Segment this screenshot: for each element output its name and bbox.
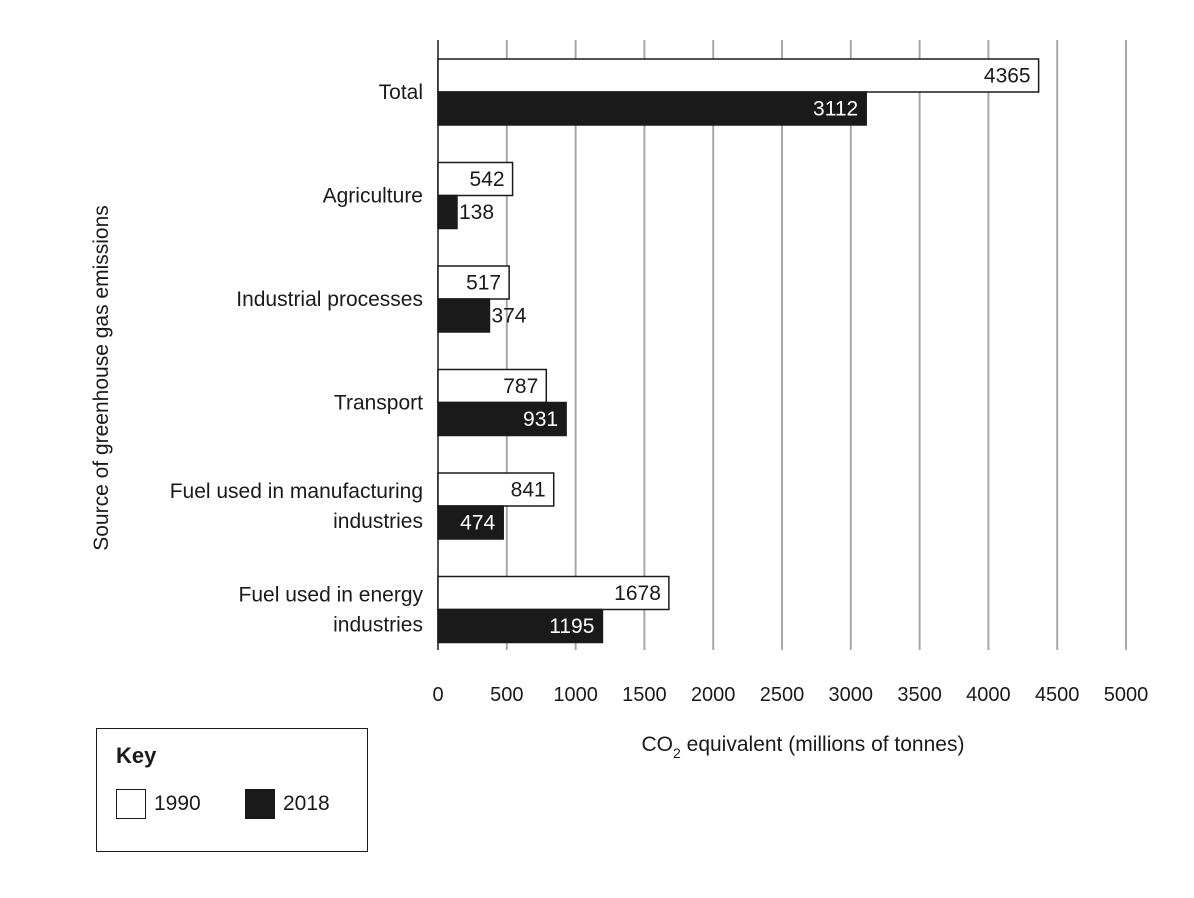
category-label-5-0: Fuel used in energy <box>239 584 424 607</box>
value-label-2018-4: 474 <box>460 512 495 535</box>
bar-2018-3 <box>437 401 567 437</box>
value-label-1990-4: 841 <box>511 479 546 502</box>
bar-2018-4 <box>437 505 504 540</box>
legend-title: Key <box>116 743 157 768</box>
legend-swatch-1990 <box>116 789 146 819</box>
x-tick-label-5000: 5000 <box>1104 684 1149 706</box>
category-label-4-0: Fuel used in manufacturing <box>170 480 423 503</box>
value-label-2018-2: 374 <box>491 305 526 328</box>
bar-2018-2 <box>437 298 491 333</box>
x-tick-label-1000: 1000 <box>553 684 598 706</box>
value-label-2018-3: 931 <box>523 408 558 431</box>
value-label-1990-0: 4365 <box>984 65 1031 88</box>
category-label-5-1: industries <box>333 614 423 637</box>
category-label-4-1: industries <box>333 510 423 533</box>
bar-1990-4 <box>437 472 555 507</box>
x-tick-label-1500: 1500 <box>622 684 667 706</box>
category-label-1-0: Agriculture <box>323 185 423 208</box>
value-label-2018-5: 1195 <box>549 615 594 638</box>
legend-swatch-2018 <box>245 789 275 819</box>
value-label-1990-5: 1678 <box>614 582 661 605</box>
bar-2018-1 <box>437 194 458 230</box>
x-tick-label-2500: 2500 <box>760 684 805 706</box>
bar-2018-0 <box>437 91 867 126</box>
category-label-2-0: Industrial processes <box>236 288 423 311</box>
category-labels: Total Agriculture Industrial processes Tran… <box>170 81 424 637</box>
category-label-3-0: Transport <box>334 392 423 415</box>
x-axis-title: CO2 equivalent (millions of tonnes) <box>642 733 965 761</box>
x-tick-label-4500: 4500 <box>1035 684 1080 706</box>
x-tick-label-3000: 3000 <box>829 684 874 706</box>
x-tick-label-0: 0 <box>432 684 443 706</box>
category-label-0-0: Total <box>379 81 423 104</box>
legend: Key 1990 2018 <box>96 728 368 852</box>
bar-2018-5 <box>437 608 604 644</box>
legend-item-2018: 2018 <box>245 789 330 819</box>
value-label-1990-1: 542 <box>470 168 505 191</box>
value-label-1990-3: 787 <box>503 375 538 398</box>
x-tick-labels: 0 500 1000 1500 2000 2500 3000 3500 4000 4500 5000 <box>432 684 1148 706</box>
value-label-1990-2: 517 <box>466 272 501 295</box>
bar-1990-5 <box>437 575 670 611</box>
gridlines <box>437 40 1127 650</box>
x-tick-label-500: 500 <box>490 684 523 706</box>
x-tick-label-4000: 4000 <box>966 684 1011 706</box>
bar-1990-0 <box>437 58 1040 93</box>
x-tick-label-3500: 3500 <box>897 684 942 706</box>
y-axis-title: Source of greenhouse gas emissions <box>90 205 113 551</box>
legend-label-2018: 2018 <box>283 792 330 815</box>
legend-item-1990: 1990 <box>116 789 201 819</box>
bar-1990-3 <box>437 368 548 404</box>
legend-label-1990: 1990 <box>154 792 201 815</box>
bar-1990-1 <box>437 161 514 197</box>
value-label-2018-0: 3112 <box>813 98 858 121</box>
value-label-2018-1: 138 <box>459 201 494 224</box>
x-tick-label-2000: 2000 <box>691 684 736 706</box>
bars: 4365 3112 542 138 517 374 787 931 841 474 1678 1195 <box>437 58 1040 644</box>
